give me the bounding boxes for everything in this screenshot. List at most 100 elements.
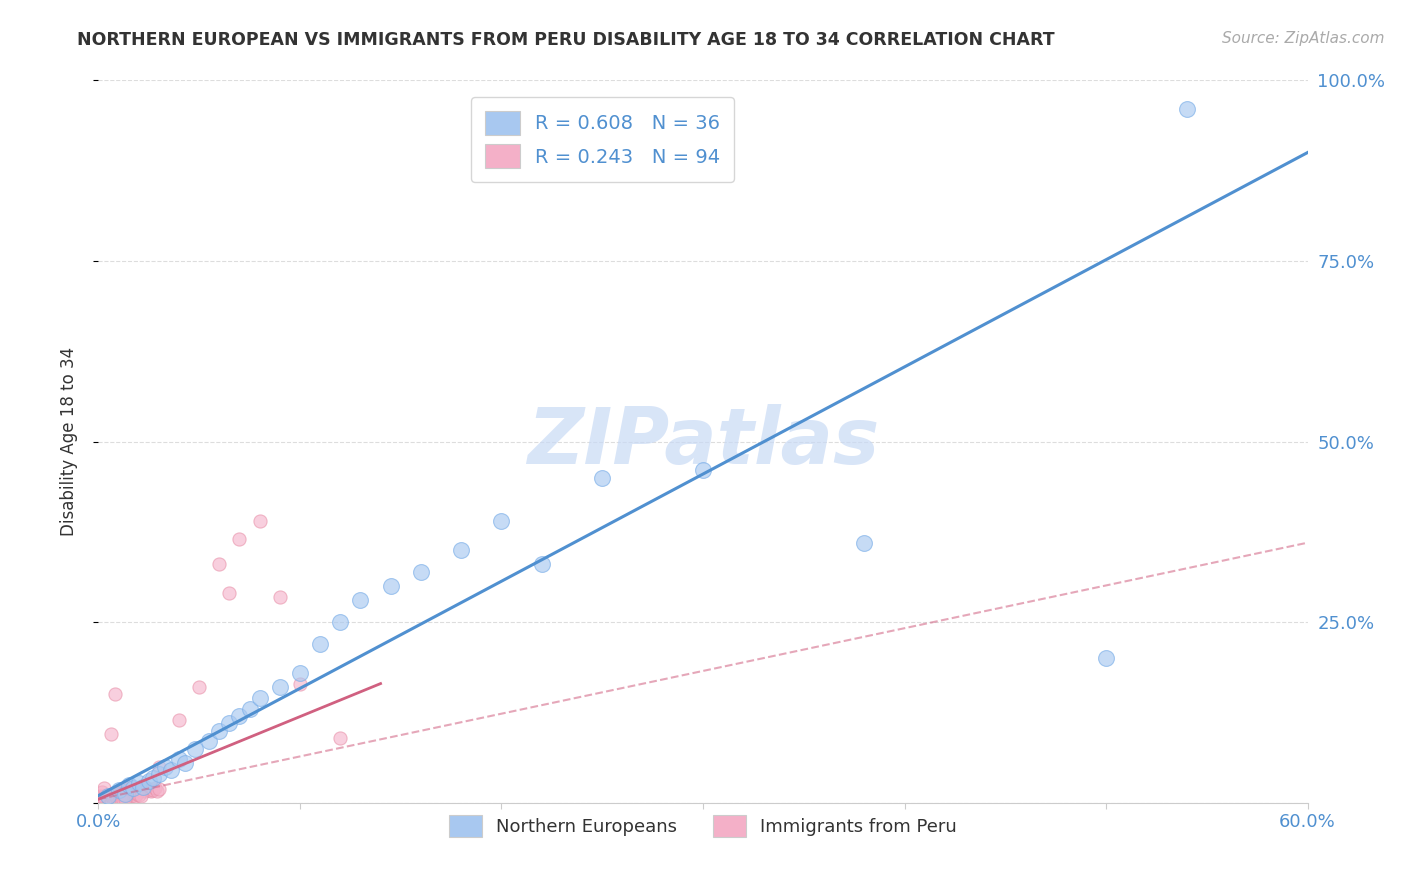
Point <box>105 791 128 805</box>
Point <box>89 792 111 806</box>
Point <box>124 786 146 800</box>
Point <box>349 593 371 607</box>
Point <box>93 789 115 803</box>
Point <box>121 783 143 797</box>
Point <box>124 789 146 803</box>
Point <box>100 727 122 741</box>
Point <box>93 781 115 796</box>
Point <box>101 788 124 802</box>
Point <box>329 615 352 630</box>
Point <box>118 778 141 792</box>
Point <box>128 788 150 802</box>
Point <box>129 780 152 794</box>
Point <box>132 780 155 794</box>
Point <box>142 782 165 797</box>
Point <box>111 787 134 801</box>
Point <box>1175 102 1198 116</box>
Point <box>97 789 120 803</box>
Point <box>110 785 132 799</box>
Point <box>138 782 160 797</box>
Point <box>114 786 136 800</box>
Point <box>105 792 128 806</box>
Point <box>93 791 115 805</box>
Point <box>107 786 129 800</box>
Point <box>103 793 125 807</box>
Point <box>121 788 143 802</box>
Point <box>103 790 125 805</box>
Point <box>134 784 156 798</box>
Point <box>107 788 129 802</box>
Point <box>111 792 134 806</box>
Point <box>110 792 132 806</box>
Point <box>111 784 134 798</box>
Point <box>110 790 132 805</box>
Point <box>491 514 513 528</box>
Text: Source: ZipAtlas.com: Source: ZipAtlas.com <box>1222 31 1385 46</box>
Point <box>153 760 176 774</box>
Point <box>228 532 250 546</box>
Point <box>139 784 162 798</box>
Point <box>114 791 136 805</box>
Point <box>288 676 311 690</box>
Point <box>692 463 714 477</box>
Text: ZIPatlas: ZIPatlas <box>527 403 879 480</box>
Point <box>269 590 291 604</box>
Point <box>167 752 190 766</box>
Point <box>1095 651 1118 665</box>
Point <box>110 789 132 804</box>
Point <box>105 786 128 800</box>
Point <box>148 760 170 774</box>
Point <box>143 781 166 796</box>
Legend: Northern Europeans, Immigrants from Peru: Northern Europeans, Immigrants from Peru <box>441 808 965 845</box>
Point <box>114 787 136 801</box>
Point <box>148 767 170 781</box>
Point <box>97 791 120 805</box>
Point <box>107 793 129 807</box>
Point <box>208 558 231 572</box>
Point <box>128 775 150 789</box>
Point <box>132 782 155 797</box>
Point <box>100 792 122 806</box>
Point <box>309 637 332 651</box>
Point <box>101 792 124 806</box>
Point <box>114 792 136 806</box>
Point <box>111 790 134 805</box>
Point <box>103 787 125 801</box>
Point <box>128 781 150 796</box>
Text: NORTHERN EUROPEAN VS IMMIGRANTS FROM PERU DISABILITY AGE 18 TO 34 CORRELATION CH: NORTHERN EUROPEAN VS IMMIGRANTS FROM PER… <box>77 31 1054 49</box>
Point <box>111 793 134 807</box>
Point <box>129 789 152 804</box>
Point <box>121 781 143 796</box>
Point <box>97 788 120 802</box>
Point <box>146 783 169 797</box>
Point <box>530 558 553 572</box>
Point <box>93 790 115 805</box>
Point <box>100 790 122 805</box>
Point <box>208 723 231 738</box>
Point <box>96 792 118 806</box>
Point <box>591 470 613 484</box>
Point <box>167 713 190 727</box>
Point <box>107 792 129 806</box>
Point <box>91 791 114 805</box>
Point <box>125 782 148 797</box>
Point <box>120 785 142 799</box>
Point <box>103 687 125 701</box>
Point <box>101 787 124 801</box>
Point <box>114 787 136 801</box>
Point <box>125 787 148 801</box>
Point <box>450 542 472 557</box>
Point <box>160 764 183 778</box>
Point <box>110 790 132 805</box>
Point <box>91 790 114 805</box>
Point <box>120 789 142 804</box>
Point <box>218 716 240 731</box>
Point <box>97 790 120 805</box>
Point <box>91 785 114 799</box>
Y-axis label: Disability Age 18 to 34: Disability Age 18 to 34 <box>59 347 77 536</box>
Point <box>97 789 120 804</box>
Point <box>96 790 118 805</box>
Point <box>100 789 122 803</box>
Point <box>380 579 402 593</box>
Point <box>118 787 141 801</box>
